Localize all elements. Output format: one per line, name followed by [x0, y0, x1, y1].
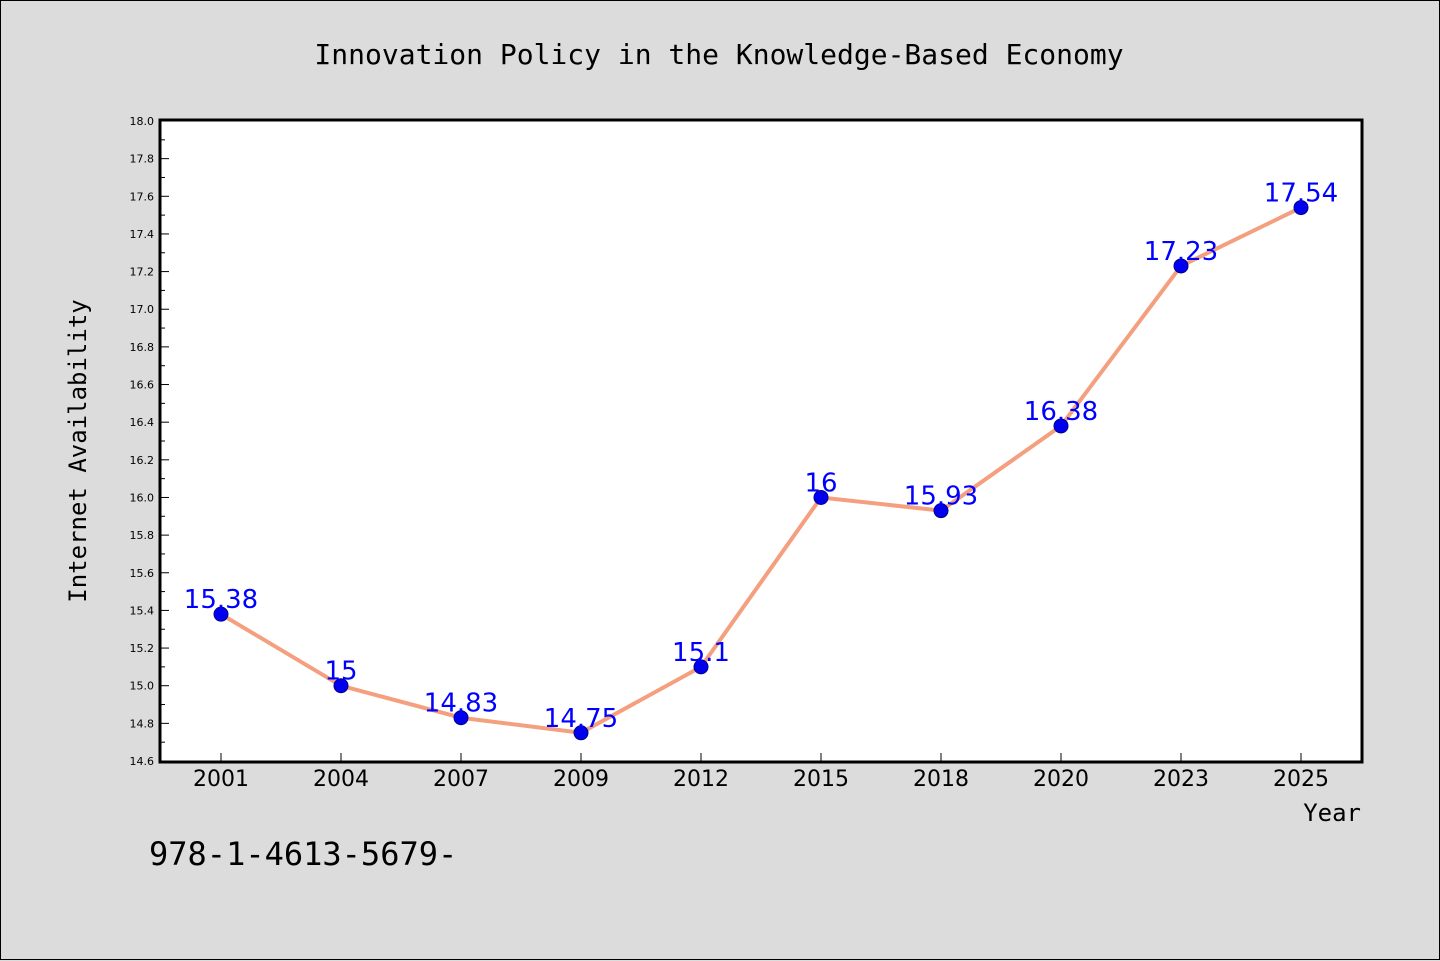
x-tick-label: 2020 [1033, 767, 1089, 792]
y-tick-label: 17.8 [130, 153, 155, 166]
data-point [1293, 200, 1309, 216]
data-point [693, 659, 709, 675]
y-tick-label: 15.0 [130, 680, 155, 693]
data-point [1053, 418, 1069, 434]
data-point [933, 503, 949, 519]
data-label: 15.1 [672, 638, 730, 668]
x-tick-label: 2001 [193, 767, 249, 792]
data-label: 15.38 [184, 585, 258, 615]
y-tick-label: 16.6 [130, 379, 155, 392]
x-tick-label: 2007 [433, 767, 489, 792]
data-label: 15.93 [904, 482, 978, 512]
chart-title: Innovation Policy in the Knowledge-Based… [314, 38, 1123, 71]
x-tick-label: 2004 [313, 767, 369, 792]
x-axis: 2001 2004 2007 2009 2012 2015 2018 2020 2023 2025 [193, 753, 1329, 792]
x-tick-label: 2015 [793, 767, 849, 792]
data-point [453, 710, 469, 726]
data-points [213, 200, 1309, 741]
y-axis: 14.6 14.8 15.0 15.2 15.4 15.6 15.8 16.0 16.2 16.4… [130, 115, 169, 768]
data-point [333, 678, 349, 694]
plot-area [158, 118, 1364, 764]
data-label: 14.83 [424, 689, 498, 719]
data-label: 16 [804, 468, 837, 498]
y-tick-label: 17.4 [130, 228, 155, 241]
x-tick-label: 2025 [1273, 767, 1329, 792]
x-axis-label: Year [1303, 799, 1361, 827]
data-label: 17.23 [1144, 237, 1218, 267]
data-point [213, 606, 229, 622]
y-tick-label: 17.2 [130, 266, 155, 279]
data-label: 15 [324, 657, 357, 687]
series-polyline [219, 205, 1302, 735]
data-label: 16.38 [1024, 397, 1098, 427]
series-line [219, 205, 1302, 735]
footer-text: 978-1-4613-5679- [149, 835, 457, 873]
y-tick-label: 14.6 [130, 755, 155, 768]
y-tick-label: 16.8 [130, 341, 155, 354]
y-tick-label: 18.0 [130, 115, 155, 128]
y-tick-label: 17.0 [130, 303, 155, 316]
data-point [813, 489, 829, 505]
y-tick-label: 15.8 [130, 529, 155, 542]
y-axis-label: Internet Availability [64, 299, 92, 602]
x-tick-label: 2018 [913, 767, 969, 792]
data-label: 14.75 [544, 704, 618, 734]
data-labels: 15.38 15 14.83 14.75 15.1 16 15.93 16.38 17.23 17… [184, 179, 1338, 734]
data-label: 17.54 [1264, 179, 1338, 209]
y-tick-label: 16.0 [130, 491, 155, 504]
y-tick-label: 14.8 [130, 717, 155, 730]
data-point [1173, 258, 1189, 274]
y-tick-label: 15.6 [130, 567, 155, 580]
x-tick-label: 2023 [1153, 767, 1209, 792]
data-point [573, 725, 589, 741]
y-tick-label: 16.2 [130, 454, 155, 467]
y-tick-label: 16.4 [130, 416, 155, 429]
y-tick-label: 15.4 [130, 604, 155, 617]
y-tick-label: 15.2 [130, 642, 155, 655]
x-tick-label: 2009 [553, 767, 609, 792]
y-tick-label: 17.6 [130, 190, 155, 203]
x-tick-label: 2012 [673, 767, 729, 792]
